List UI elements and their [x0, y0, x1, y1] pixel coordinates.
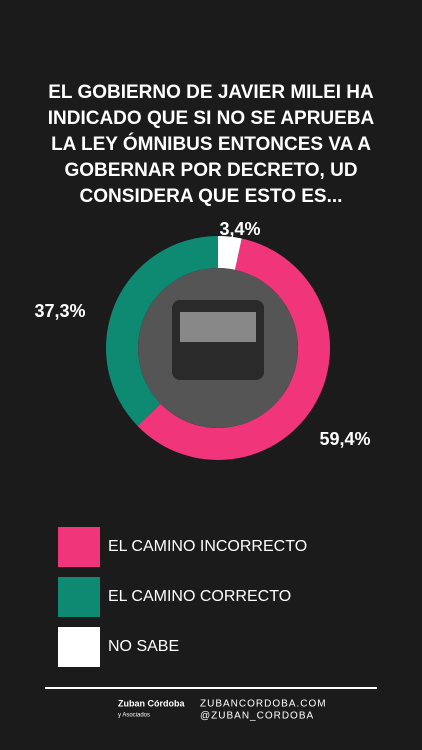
value-label: 37,3% — [34, 301, 85, 321]
chart-title: EL GOBIERNO DE JAVIER MILEI HA INDICADO … — [47, 82, 375, 207]
legend-label: EL CAMINO CORRECTO — [108, 588, 291, 605]
donut-slice — [137, 238, 330, 460]
footer-website: ZUBANCORDOBA.COM — [200, 699, 327, 710]
value-label: 3,4% — [219, 219, 260, 239]
legend-swatch — [58, 627, 100, 667]
legend-swatch — [58, 577, 100, 617]
value-label: 59,4% — [319, 429, 370, 449]
legend-swatch — [58, 527, 100, 567]
footer-social: @ZUBAN_CORDOBA — [200, 711, 314, 722]
legend-label: EL CAMINO INCORRECTO — [108, 538, 307, 555]
donut-slice — [218, 236, 242, 270]
footer-logo: Zuban Córdoba — [118, 698, 185, 708]
legend-label: NO SABE — [108, 638, 179, 655]
donut-slice — [106, 236, 218, 427]
footer-logo-sub: y Asociados — [118, 713, 150, 719]
bus-window — [180, 312, 256, 342]
